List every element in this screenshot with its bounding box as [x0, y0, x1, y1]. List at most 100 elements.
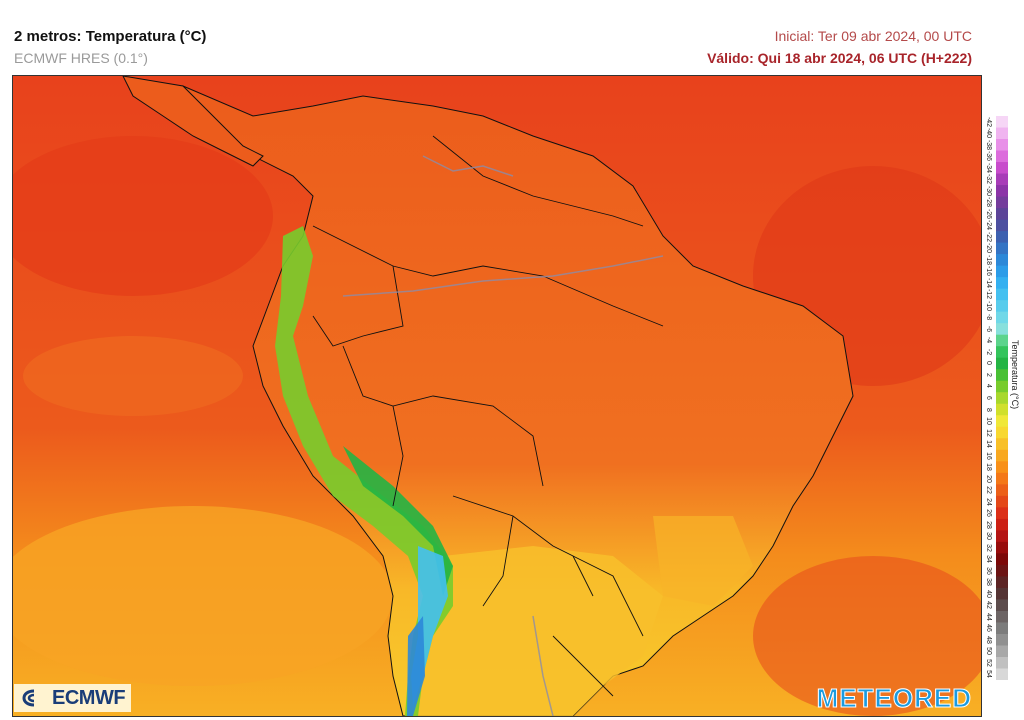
legend-swatch — [996, 426, 1008, 439]
legend-tick: 52 — [985, 658, 992, 667]
brazil-highlands — [653, 516, 753, 606]
legend-tick: -24 — [985, 220, 992, 231]
legend-title-wrap: Temperatura (°C) — [1008, 340, 1022, 420]
legend-swatch — [996, 415, 1008, 428]
legend-swatch — [996, 564, 1008, 577]
andes-cool-band — [275, 226, 453, 716]
legend-swatch — [996, 265, 1008, 278]
temperature-map — [12, 75, 982, 717]
chart-header-left: 2 metros: Temperatura (°C) ECMWF HRES (0… — [14, 28, 206, 66]
altiplano-cold — [343, 446, 453, 596]
legend-swatch — [996, 139, 1008, 152]
legend-swatch — [996, 495, 1008, 508]
legend-tick: -12 — [985, 289, 992, 300]
legend-tick: -30 — [985, 185, 992, 196]
legend-tick: -16 — [985, 266, 992, 277]
legend-tick: 30 — [985, 532, 992, 540]
legend-swatch — [996, 587, 1008, 600]
legend-tick: 10 — [985, 417, 992, 425]
legend-tick: -38 — [985, 139, 992, 150]
legend-tick: -22 — [985, 231, 992, 242]
legend-swatch — [996, 541, 1008, 554]
legend-tick: -28 — [985, 197, 992, 208]
legend-swatch — [996, 208, 1008, 221]
ecmwf-logo-text: ECMWF — [52, 686, 126, 709]
legend-tick: -34 — [985, 162, 992, 173]
meteored-logo-text: METEORED — [816, 682, 972, 713]
legend-title: Temperatura (°C) — [1010, 340, 1020, 410]
legend-swatch — [996, 622, 1008, 635]
legend-tick: 14 — [985, 440, 992, 448]
central-america-land — [122, 76, 264, 167]
legend-tick: 40 — [985, 589, 992, 598]
init-time: Inicial: Ter 09 abr 2024, 00 UTC — [774, 28, 972, 44]
legend-swatch — [996, 507, 1008, 520]
legend-tick: -2 — [985, 348, 992, 356]
legend-tick: -32 — [985, 174, 992, 185]
legend-swatch — [996, 645, 1008, 658]
legend-swatch — [996, 150, 1008, 163]
legend-ticks: -42 -40 -38 -36 -34 -32 -30 -28 -26 -24 -22 -20 -18-… — [982, 116, 994, 680]
cool-patch-south-pacific — [13, 506, 393, 686]
map-canvas — [13, 76, 981, 716]
legend-tick: -6 — [985, 325, 992, 333]
legend-tick: -42 — [985, 116, 992, 127]
legend-swatch — [996, 219, 1008, 232]
legend-swatch — [996, 369, 1008, 382]
legend-tick: 28 — [985, 520, 992, 529]
legend-swatch — [996, 334, 1008, 347]
ecmwf-logo: ECMWF — [14, 684, 132, 712]
legend-tick: 36 — [985, 566, 992, 575]
legend-swatch — [996, 633, 1008, 646]
legend-tick: -26 — [985, 208, 992, 219]
warm-patch-pacific — [13, 136, 273, 296]
legend-tick: 6 — [985, 396, 992, 400]
legend-swatch — [996, 403, 1008, 416]
legend-swatch — [996, 530, 1008, 543]
legend-tick: 34 — [985, 555, 992, 564]
legend-swatch — [996, 392, 1008, 405]
legend-tick: 4 — [985, 384, 992, 389]
legend-swatch — [996, 610, 1008, 623]
legend-tick: -10 — [985, 300, 992, 311]
valid-time: Válido: Qui 18 abr 2024, 06 UTC (H+222) — [707, 50, 972, 66]
legend-swatch — [996, 323, 1008, 336]
legend-swatch — [996, 242, 1008, 255]
color-legend — [996, 116, 1008, 680]
legend-tick: 2 — [985, 373, 992, 377]
legend-swatch — [996, 656, 1008, 669]
legend-tick: -40 — [985, 128, 992, 139]
legend-swatch — [996, 231, 1008, 244]
legend-tick: 44 — [985, 612, 992, 621]
chart-header-right: Inicial: Ter 09 abr 2024, 00 UTC Válido:… — [707, 28, 972, 66]
legend-tick: -36 — [985, 151, 992, 162]
legend-colorbar — [996, 116, 1008, 680]
country-borders — [312, 135, 664, 697]
legend-tick: -18 — [985, 254, 992, 265]
hot-plains — [413, 546, 663, 716]
model-label: ECMWF HRES (0.1°) — [14, 50, 148, 66]
legend-swatch — [996, 277, 1008, 290]
legend-tick: 8 — [985, 407, 992, 412]
legend-swatch — [996, 461, 1008, 474]
legend-swatch — [996, 185, 1008, 198]
legend-swatch — [996, 438, 1008, 451]
legend-swatch — [996, 518, 1008, 531]
meteored-logo: METEORED — [811, 682, 978, 714]
legend-tick: 16 — [985, 451, 992, 460]
legend-tick: 24 — [985, 497, 992, 506]
legend-swatch — [996, 484, 1008, 497]
legend-swatch — [996, 449, 1008, 462]
cool-patch-pacific — [23, 336, 243, 416]
legend-swatch — [996, 300, 1008, 313]
legend-tick: -14 — [985, 277, 992, 288]
legend-tick: 22 — [985, 486, 992, 494]
legend-swatch — [996, 173, 1008, 186]
legend-swatch — [996, 380, 1008, 393]
legend-swatch — [996, 116, 1008, 129]
legend-tick: 12 — [985, 428, 992, 437]
legend-tick: 38 — [985, 578, 992, 587]
legend-swatch — [996, 599, 1008, 612]
legend-tick: 48 — [985, 635, 992, 644]
legend-swatch — [996, 346, 1008, 359]
